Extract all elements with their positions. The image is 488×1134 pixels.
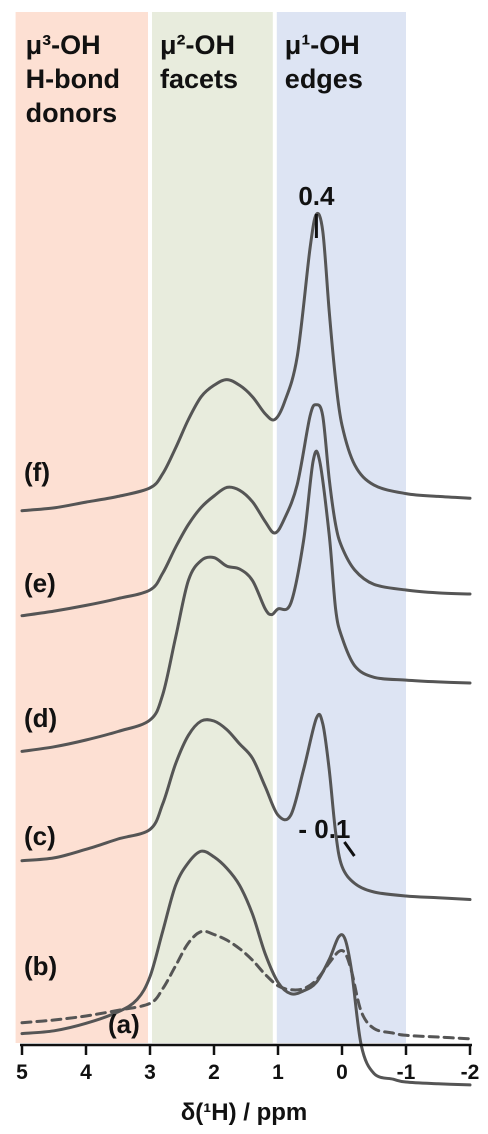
region-band-mu1-oh [274,12,406,1043]
x-tick-label-3: 2 [208,1061,220,1084]
trace-label-a: (a) [108,1009,140,1039]
region-label-mu2-oh-line-2: facets [160,64,238,94]
x-tick-label-6: -1 [397,1061,416,1084]
region-label-mu3-oh-line-2: H-bond [26,64,120,94]
region-label-mu2-oh-line-1: μ²-OH [160,30,235,60]
x-tick-label-4: 1 [272,1061,284,1084]
trace-c [20,712,472,901]
region-label-mu3-oh-line-3: donors [26,98,118,128]
trace-f [20,212,472,513]
trace-labels: (a) (b) (c) (d) (e) (f) [24,457,140,1039]
x-tick-label-2: 3 [144,1061,156,1084]
x-tick-label-7: -2 [461,1061,480,1084]
peak-label-0-4: 0.4 [298,181,335,211]
x-axis: 5 4 3 2 1 0 -1 -2 [16,1043,480,1084]
trace-label-c: (c) [24,821,56,851]
region-bands [15,12,406,1043]
x-tick-label-1: 4 [80,1061,92,1084]
x-tick-label-0: 5 [16,1061,28,1084]
x-axis-title: δ(¹H) / ppm [181,1099,308,1126]
trace-b [20,849,472,1087]
region-band-mu3-oh [15,12,150,1043]
trace-label-b: (b) [24,951,57,981]
region-labels: μ³-OH H-bond donors μ²-OH facets μ¹-OH edges [26,30,363,128]
band-separator-2 [272,12,277,1043]
spectra-traces [20,212,472,1087]
region-label-mu1-oh-line-2: edges [285,64,363,94]
region-label-mu1-oh-line-1: μ¹-OH [285,30,360,60]
trace-a [20,929,472,1041]
trace-d [20,449,472,753]
peak-label-minus-0-1: - 0.1 [298,814,350,844]
trace-label-f: (f) [24,457,50,487]
peak-marker-minus-0-1 [343,841,356,857]
peak-annotations: 0.4 - 0.1 [298,181,356,857]
x-tick-label-5: 0 [336,1061,348,1084]
trace-e [20,403,472,618]
region-band-mu2-oh [150,12,275,1043]
region-label-mu3-oh-line-1: μ³-OH [26,30,101,60]
trace-label-d: (d) [24,703,57,733]
trace-label-e: (e) [24,568,56,598]
band-separator-1 [148,12,152,1043]
